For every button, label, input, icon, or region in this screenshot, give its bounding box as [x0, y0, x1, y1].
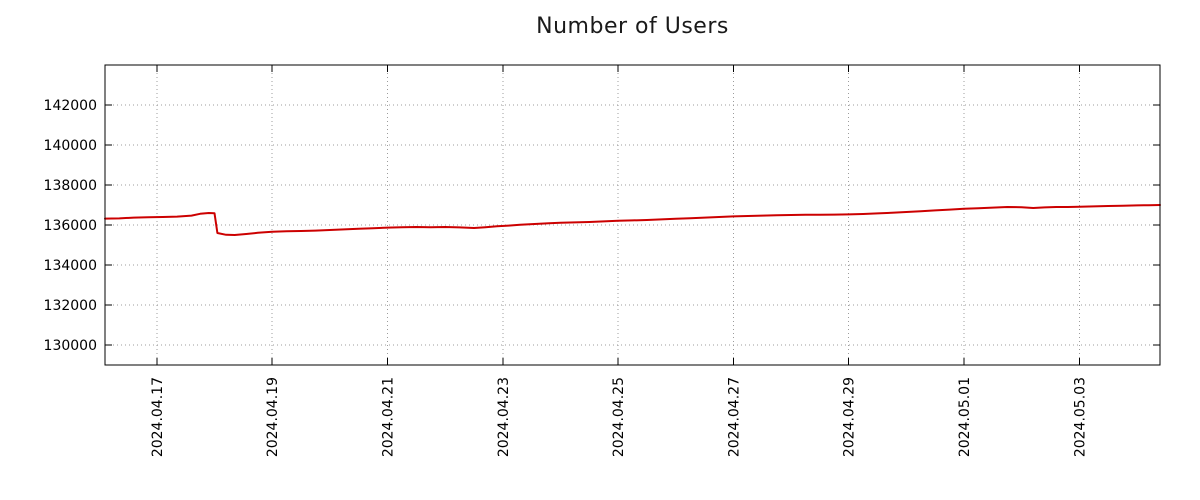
chart-title: Number of Users — [536, 14, 729, 39]
plot-border — [104, 64, 1161, 366]
svg-text:134000: 134000 — [44, 258, 97, 274]
x-tick-labels: 2024.04.17 2024.04.19 2024.04.21 2024.04.23… — [150, 377, 1088, 457]
y-tick-labels: 130000 132000 134000 136000 138000 140000 1420… — [44, 98, 97, 354]
series-line — [104, 204, 1161, 236]
svg-text:2024.05.03: 2024.05.03 — [1072, 377, 1088, 457]
axis-ticks — [105, 65, 1160, 365]
svg-text:2024.04.21: 2024.04.21 — [381, 377, 397, 457]
svg-text:2024.04.27: 2024.04.27 — [726, 377, 742, 457]
svg-text:2024.04.25: 2024.04.25 — [611, 377, 627, 457]
svg-text:138000: 138000 — [44, 178, 97, 194]
svg-text:130000: 130000 — [44, 338, 97, 354]
svg-text:136000: 136000 — [44, 218, 97, 234]
svg-text:2024.04.17: 2024.04.17 — [150, 377, 166, 457]
svg-text:2024.05.01: 2024.05.01 — [957, 377, 973, 457]
svg-text:2024.04.23: 2024.04.23 — [496, 377, 512, 457]
svg-text:132000: 132000 — [44, 298, 97, 314]
svg-text:142000: 142000 — [44, 98, 97, 114]
svg-text:140000: 140000 — [44, 138, 97, 154]
svg-text:2024.04.19: 2024.04.19 — [265, 377, 281, 457]
grid-lines — [105, 65, 1160, 365]
svg-text:2024.04.29: 2024.04.29 — [842, 377, 858, 457]
